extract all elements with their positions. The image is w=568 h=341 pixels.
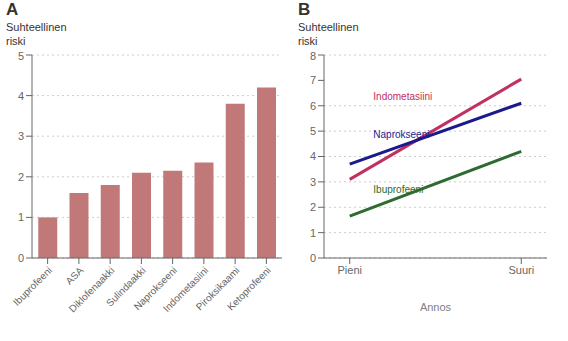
svg-text:4: 4 [310, 150, 316, 162]
svg-text:0: 0 [18, 252, 24, 264]
html-text:riski: riski [6, 35, 26, 47]
svg-text:Pieni: Pieni [337, 264, 361, 276]
html-text:Suhteellinen: Suhteellinen [298, 21, 359, 33]
svg-text:Piroksikaami: Piroksikaami [193, 264, 242, 313]
svg-text:1: 1 [310, 227, 316, 239]
svg-text:3: 3 [310, 176, 316, 188]
svg-text:2: 2 [18, 171, 24, 183]
html-text:A: A [6, 0, 19, 19]
svg-text:Naprokseeni: Naprokseeni [131, 264, 180, 313]
html-text:riski: riski [298, 35, 318, 47]
svg-text:7: 7 [310, 74, 316, 86]
svg-text:Sulindaakki: Sulindaakki [103, 264, 148, 309]
svg-text:Ketoprofeeni: Ketoprofeeni [225, 265, 273, 313]
html-text:B: B [298, 0, 311, 19]
svg-text:ASA: ASA [63, 264, 85, 286]
svg-text:5: 5 [18, 50, 24, 62]
svg-text:Annos: Annos [420, 301, 452, 313]
svg-text:Indometasiini: Indometasiini [373, 91, 432, 102]
svg-text:Naprokseeni: Naprokseeni [373, 129, 429, 140]
svg-text:Ibuprofeeni: Ibuprofeeni [373, 184, 423, 195]
svg-text:5: 5 [310, 125, 316, 137]
svg-text:1: 1 [18, 211, 24, 223]
svg-text:Diklofenaakki: Diklofenaakki [66, 264, 117, 315]
svg-text:Ibuprofeeni: Ibuprofeeni [11, 265, 54, 308]
svg-text:6: 6 [310, 100, 316, 112]
svg-text:Indometasiini: Indometasiini [160, 264, 211, 315]
svg-text:Suuri: Suuri [508, 264, 534, 276]
html-text:Suhteellinen: Suhteellinen [6, 21, 67, 33]
svg-text:2: 2 [310, 201, 316, 213]
svg-text:3: 3 [18, 130, 24, 142]
svg-text:8: 8 [310, 50, 316, 62]
svg-text:0: 0 [310, 252, 316, 264]
svg-text:4: 4 [18, 90, 24, 102]
